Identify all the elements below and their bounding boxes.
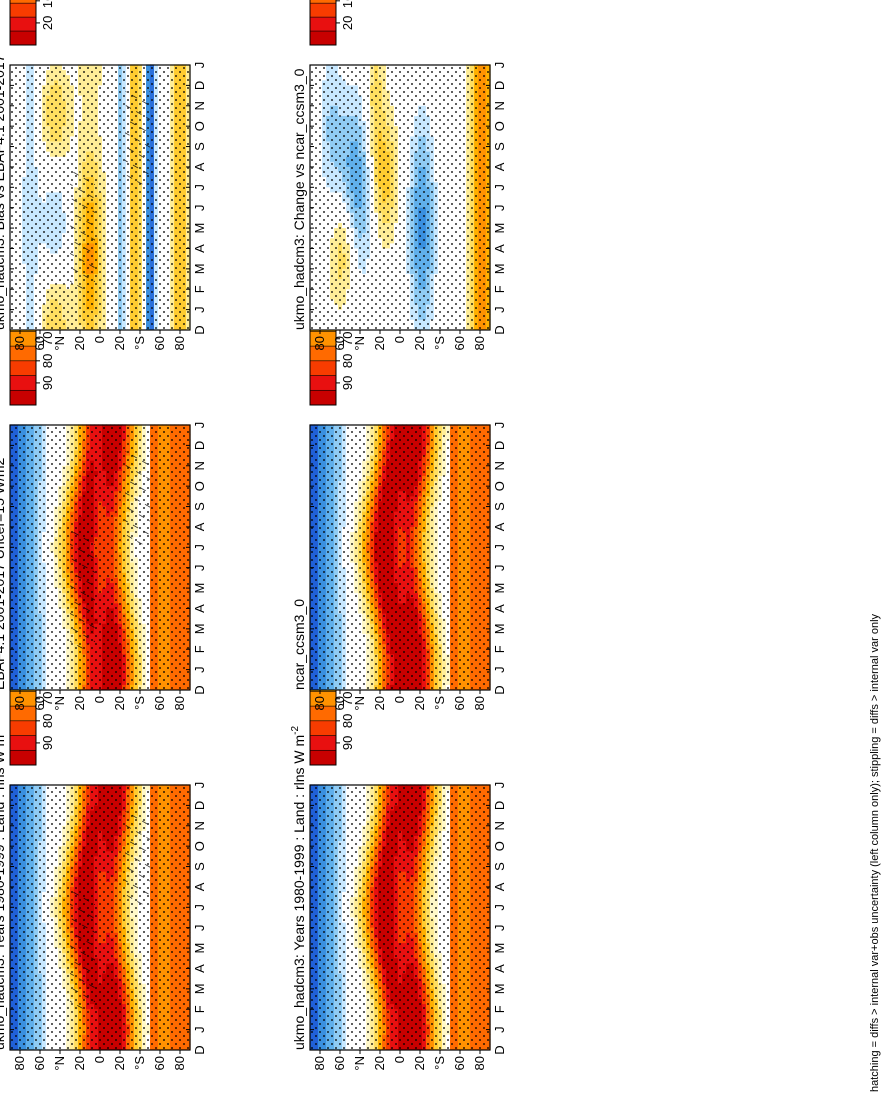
panel-title: ukmo_hadcm3: Years 1980-1999 : Land : rl… [0,725,7,1050]
y-tick-label: 20 [72,1056,87,1070]
colorbar-swatch [9,734,37,751]
y-tick-label: °S [432,1056,447,1070]
x-tick-label: M [492,983,507,994]
y-tick-label: 20 [412,1056,427,1070]
colorbar-swatch [9,749,37,766]
x-tick-label: J [492,904,507,911]
stippling-overlay [10,785,190,1050]
colorbar-tick-label: 80 [40,714,55,728]
y-tick-label: 0 [92,1056,107,1063]
x-tick-label: D [192,801,207,810]
colorbar-tick-label: 80 [340,714,355,728]
x-tick-label: O [192,841,207,851]
y-tick-label: °N [52,1056,67,1071]
x-tick-label: A [192,964,207,973]
colorbar-swatch [9,720,37,736]
x-tick-label: J [492,924,507,931]
y-tick-label: 80 [312,1056,327,1070]
x-tick-label: S [492,862,507,871]
panel-title: ukmo_hadcm3: Years 1980-1999 : Land : rl… [290,725,307,1050]
hatching-overlay [70,891,95,1011]
x-tick-label: S [192,862,207,871]
x-tick-label: A [492,964,507,973]
x-tick-label: A [492,882,507,891]
y-tick-label: °N [352,1056,367,1071]
y-tick-label: 60 [332,1056,347,1070]
x-tick-label: J [192,1026,207,1033]
hatching-overlay [125,811,150,905]
colorbar-tick-label: 90 [340,736,355,750]
y-tick-label: 60 [32,1056,47,1070]
y-tick-label: 60 [452,1056,467,1070]
colorbar-tick-label: 90 [40,736,55,750]
x-tick-label: D [492,801,507,810]
x-tick-label: D [192,1045,207,1054]
x-tick-label: F [492,1005,507,1013]
x-tick-label: N [492,821,507,830]
y-tick-label: 20 [372,1056,387,1070]
title-superscript: -2 [0,725,1,734]
stippling-overlay [310,785,490,1050]
y-tick-label: 80 [12,1056,27,1070]
colorbar-swatch [309,734,337,751]
x-tick-label: M [192,943,207,954]
x-tick-label: J [192,782,207,789]
colorbar-swatch [309,749,337,766]
x-tick-label: O [492,841,507,851]
x-tick-label: F [192,1005,207,1013]
x-tick-label: N [192,821,207,830]
y-tick-label: 20 [112,1056,127,1070]
x-tick-label: M [492,943,507,954]
x-tick-label: M [192,983,207,994]
x-tick-label: J [492,782,507,789]
y-tick-label: 80 [472,1056,487,1070]
x-tick-label: D [492,1045,507,1054]
y-tick-label: °S [132,1056,147,1070]
x-tick-label: A [192,882,207,891]
x-tick-label: J [492,1026,507,1033]
y-tick-label: 0 [392,1056,407,1063]
panel-top-left: D J F M A M J J A S O N D J 80 60 °N 20 0 20 °S 60 80 ukmo_hadc… [0,499,207,1071]
y-tick-label: 60 [152,1056,167,1070]
title-superscript: -2 [290,725,301,734]
x-tick-label: J [192,904,207,911]
colorbar-swatch [309,720,337,736]
y-tick-label: 80 [172,1056,187,1070]
x-tick-label: J [192,924,207,931]
